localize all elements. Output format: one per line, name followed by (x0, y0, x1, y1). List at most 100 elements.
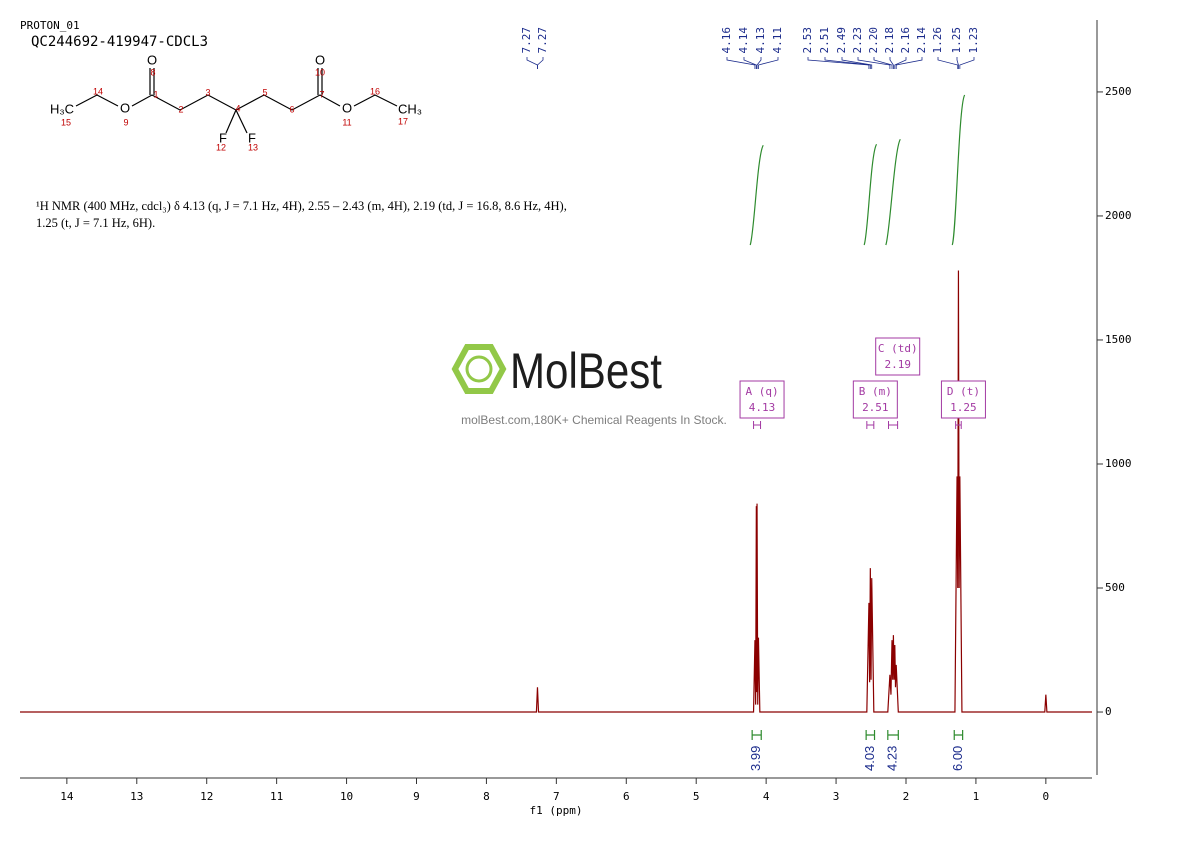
atom-number: 15 (61, 117, 71, 127)
atom-number: 1 (153, 89, 158, 99)
peak-connector (743, 57, 757, 69)
y-tick-label: 0 (1105, 705, 1112, 718)
peak-connector (873, 57, 893, 69)
atom-number: 11 (342, 117, 351, 127)
atom-label: H₃C (50, 101, 74, 116)
integral-bracket (865, 730, 876, 740)
peak-label: 1.26 (931, 27, 944, 54)
peak-connector (807, 57, 870, 69)
x-tick-label: 7 (553, 790, 560, 803)
peak-label: 4.14 (737, 27, 750, 54)
peak-label: 2.49 (835, 27, 848, 54)
atom-label: F (219, 130, 227, 145)
y-tick-label: 500 (1105, 581, 1125, 594)
integral-curve (885, 138, 901, 246)
integral-label: 3.99 (748, 746, 763, 771)
peak-connector (824, 57, 871, 69)
multiplet-range (955, 421, 962, 429)
x-tick-label: 6 (623, 790, 630, 803)
multiplet-range (753, 421, 762, 429)
peak-connector (889, 57, 894, 69)
peak-label: 2.18 (883, 27, 896, 54)
x-tick-label: 13 (130, 790, 143, 803)
integral-curve (863, 143, 878, 246)
atom-label: O (147, 52, 157, 67)
spectrum (20, 270, 1092, 713)
x-tick-label: 9 (413, 790, 420, 803)
multiplet-label: B (m) (859, 385, 892, 398)
y-tick-label: 2500 (1105, 85, 1132, 98)
watermark-tagline: molBest.com,180K+ Chemical Reagents In S… (461, 413, 727, 427)
peak-connector (895, 57, 923, 69)
atom-number: 8 (150, 67, 155, 77)
x-tick-label: 0 (1043, 790, 1050, 803)
multiplet-range (888, 421, 899, 429)
x-tick-label: 14 (60, 790, 74, 803)
x-tick-label: 3 (833, 790, 840, 803)
peak-connector (758, 57, 779, 69)
y-tick-label: 1000 (1105, 457, 1132, 470)
integral-label: 4.23 (884, 746, 899, 771)
nmr-description: ¹H NMR (400 MHz, cdcl₃) δ 4.13 (q, J = 7… (36, 199, 567, 230)
multiplet-shift: 1.25 (950, 401, 977, 414)
chart-subtitle: QC244692-419947-CDCL3 (31, 34, 208, 50)
integral-curve (951, 94, 966, 246)
peak-connector (956, 57, 959, 69)
peak-label: 1.23 (967, 27, 980, 54)
peak-connector (537, 57, 544, 69)
multiplet: A (q) 4.13 (739, 380, 785, 429)
atom-number: 16 (370, 86, 380, 96)
peak-label: 2.53 (801, 27, 814, 54)
atom-label: F (248, 130, 256, 145)
multiplet-shift: 4.13 (749, 401, 776, 414)
x-tick-label: 12 (200, 790, 213, 803)
structure: H₃C 15 14 O 9 1 O 8 2 3 4 F 12 F 13 5 6 … (50, 52, 422, 152)
x-tick-label: 4 (763, 790, 770, 803)
atom-number: 13 (248, 142, 258, 152)
multiplet-label: C (td) (878, 342, 918, 355)
atom-label: O (315, 52, 325, 67)
atom-number: 6 (289, 104, 294, 114)
chart-title: PROTON_01 (20, 19, 80, 32)
integral-label: 4.03 (862, 746, 877, 771)
x-axis-label: f1 (ppm) (530, 804, 583, 817)
peak-label: 2.14 (915, 27, 928, 54)
multiplet-shift: 2.51 (862, 401, 889, 414)
bond (225, 109, 237, 134)
integral: 6.00 (950, 94, 966, 771)
peak-label: 4.11 (771, 27, 784, 54)
x-tick-label: 8 (483, 790, 490, 803)
integral-bracket (953, 730, 964, 740)
multiplet-box (875, 337, 921, 376)
y-tick-label: 2000 (1105, 209, 1132, 222)
multiplet-range (866, 421, 875, 429)
integral: 3.99 (748, 144, 764, 771)
y-tick-label: 1500 (1105, 333, 1132, 346)
x-tick-label: 1 (973, 790, 980, 803)
bond (353, 94, 398, 107)
atom-number: 10 (315, 67, 325, 77)
atom-label: O (120, 100, 130, 115)
multiplet: C (td) 2.19 (875, 337, 921, 429)
atom-number: 3 (205, 87, 210, 97)
peak-connector (937, 57, 959, 69)
x-tick-label: 5 (693, 790, 700, 803)
peak-connector (959, 57, 975, 69)
multiplet: B (m) 2.51 (852, 380, 898, 429)
multiplet-label: D (t) (947, 385, 980, 398)
peak-label: 7.27 (536, 27, 549, 54)
atom-number: 14 (93, 86, 103, 96)
x-tick-label: 10 (340, 790, 353, 803)
multiplet-box (739, 380, 785, 419)
multiplet-label: A (q) (745, 385, 778, 398)
x-tick-label: 2 (903, 790, 910, 803)
atom-number: 5 (262, 87, 267, 97)
atom-label: CH₃ (398, 101, 422, 116)
multiplet: D (t) 1.25 (940, 380, 986, 429)
x-tick-label: 11 (270, 790, 283, 803)
integral-curve (749, 144, 764, 246)
peak-connector (894, 57, 907, 69)
peak-label: 2.51 (818, 27, 831, 54)
